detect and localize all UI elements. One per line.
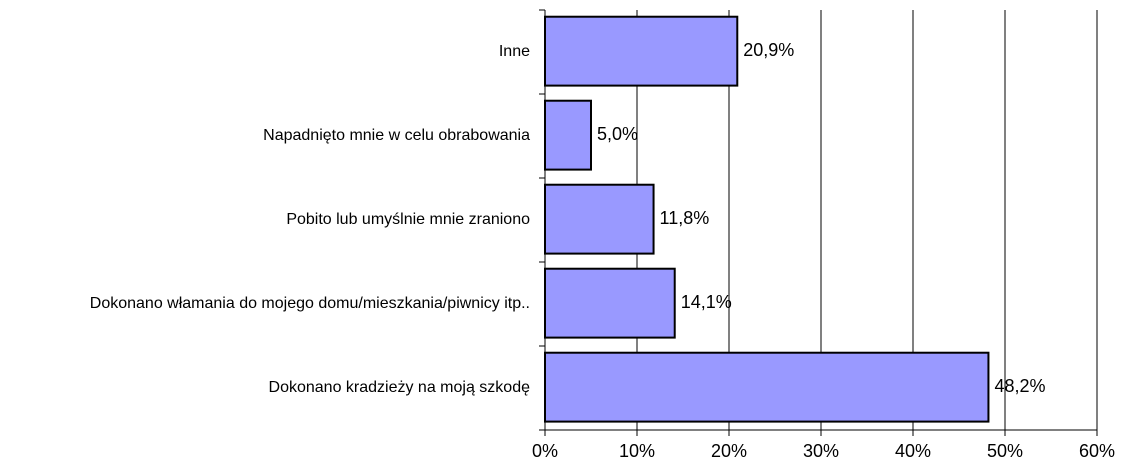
x-tick-label: 30% [803, 441, 839, 461]
category-label: Dokonano kradzieży na moją szkodę [0, 346, 530, 430]
value-label: 48,2% [994, 376, 1045, 396]
category-label: Dokonano włamania do mojego domu/mieszka… [0, 262, 530, 346]
x-tick-label: 0% [532, 441, 558, 461]
category-text: Pobito lub umyślnie mnie zraniono [286, 211, 530, 228]
x-tick-label: 40% [895, 441, 931, 461]
category-text: Dokonano włamania do mojego domu/mieszka… [89, 295, 530, 312]
category-label: Pobito lub umyślnie mnie zraniono [0, 178, 530, 262]
bar [544, 15, 739, 87]
bar [544, 351, 990, 423]
category-label: Napadnięto mnie w celu obrabowania [0, 94, 530, 178]
value-label: 14,1% [681, 292, 732, 312]
category-text: Napadnięto mnie w celu obrabowania [263, 127, 530, 144]
category-text: Dokonano kradzieży na moją szkodę [268, 379, 530, 396]
value-label: 20,9% [743, 40, 794, 60]
category-label: Inne [0, 10, 530, 94]
x-tick-label: 20% [711, 441, 747, 461]
bar [544, 183, 655, 255]
category-text: Inne [498, 43, 530, 60]
value-label: 5,0% [597, 124, 638, 144]
bar [544, 99, 592, 171]
x-tick-label: 10% [619, 441, 655, 461]
x-tick-label: 50% [987, 441, 1023, 461]
x-tick-label: 60% [1079, 441, 1115, 461]
value-label: 11,8% [660, 208, 710, 228]
bar [544, 267, 676, 339]
